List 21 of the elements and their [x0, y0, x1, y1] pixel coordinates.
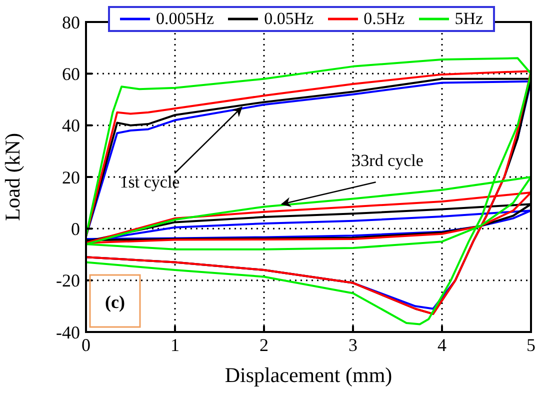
x-tick-label: 4: [438, 334, 446, 355]
legend-label: 0.005Hz: [155, 9, 214, 29]
y-tick-label: 60: [62, 64, 80, 84]
legend-label: 0.05Hz: [263, 9, 314, 29]
x-axis-title: Displacement (mm): [224, 363, 392, 387]
x-tick-label: 1: [170, 334, 180, 355]
y-tick-label: -20: [56, 270, 80, 291]
x-tick-label: 3: [348, 334, 358, 355]
y-tick-label: 80: [62, 12, 80, 32]
x-tick-label: 2: [260, 334, 268, 355]
y-tick-label: 0: [71, 219, 80, 240]
legend-label: 0.5Hz: [362, 9, 405, 29]
y-tick-label: 20: [62, 167, 80, 188]
annotation: (c): [105, 292, 125, 312]
annotation: 33rd cycle: [352, 151, 424, 170]
y-tick-label: 40: [62, 116, 80, 136]
y-tick-label: -40: [56, 322, 80, 342]
legend-label: 5Hz: [454, 9, 484, 29]
x-tick-label: 5: [526, 334, 536, 355]
annotation: 1st cycle: [120, 172, 180, 192]
y-axis-title: Load (kN): [0, 132, 24, 222]
